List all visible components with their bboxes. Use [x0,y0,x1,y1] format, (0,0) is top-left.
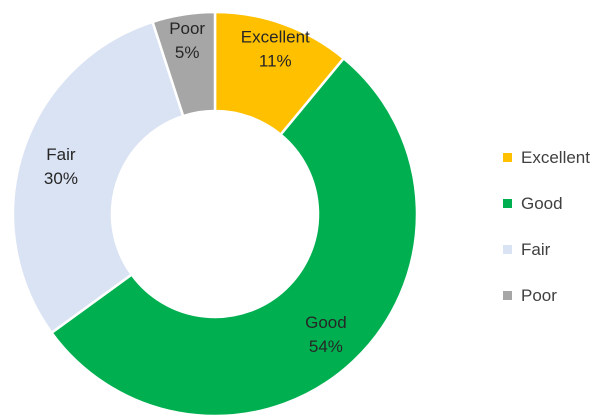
legend-label-poor: Poor [521,285,557,305]
slice-label-fair: Fair 30% [44,145,78,188]
slice-labels: Excellent 11% Good 54% Fair 30% Poor 5% [44,19,347,356]
donut-slice-fair [11,20,185,335]
legend-item-good: Good [503,192,590,215]
slice-label-good: Good 54% [305,313,347,356]
legend-item-poor: Poor [503,284,590,307]
legend-label-fair: Fair [521,239,551,259]
legend-swatch-poor [503,291,512,300]
donut-slice-good [49,56,419,416]
chart-legend: Excellent Good Fair Poor [503,146,590,307]
legend-label-excellent: Excellent [521,147,590,167]
legend-swatch-good [503,199,512,208]
legend-swatch-excellent [503,153,512,162]
donut-slices [11,10,419,416]
legend-item-fair: Fair [503,238,590,261]
legend-item-excellent: Excellent [503,146,590,169]
slice-label-excellent: Excellent 11% [241,28,310,71]
legend-swatch-fair [503,245,512,254]
donut-slice-poor [151,10,217,118]
slice-label-poor: Poor 5% [169,19,205,62]
legend-label-good: Good [521,193,563,213]
